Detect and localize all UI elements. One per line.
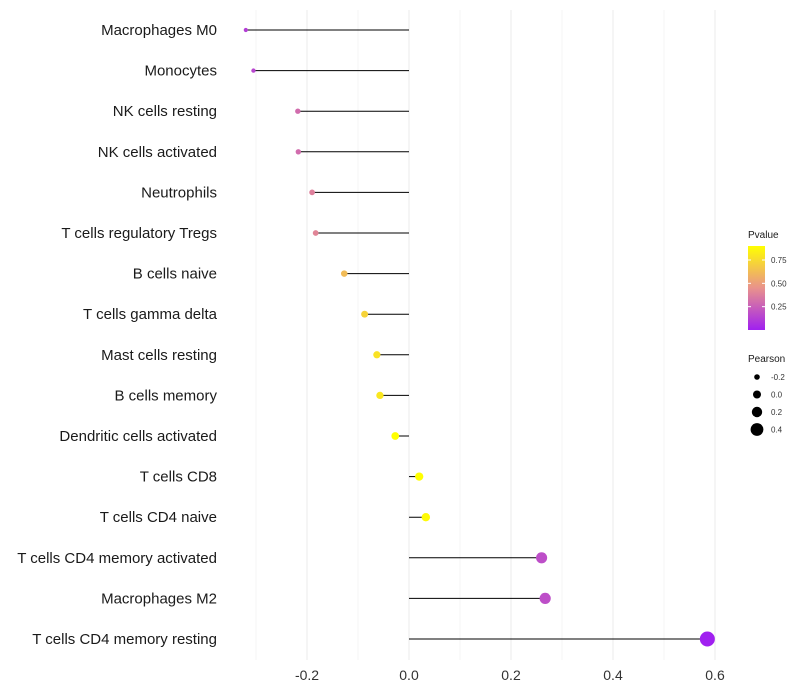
lollipop-point bbox=[312, 230, 319, 236]
size-key-label: 0.4 bbox=[771, 426, 783, 435]
category-label: Macrophages M0 bbox=[101, 22, 217, 39]
size-legend-keys: -0.2 0.0 0.2 0.4 bbox=[750, 373, 785, 436]
lollipop-point bbox=[421, 513, 431, 522]
x-tick-label: 0.6 bbox=[705, 667, 725, 683]
lollipop-point bbox=[243, 27, 248, 33]
x-tick-label: 0.2 bbox=[501, 667, 521, 683]
size-key-point bbox=[750, 423, 764, 436]
category-label: T cells CD4 naive bbox=[100, 509, 217, 526]
lollipop-point bbox=[340, 270, 348, 277]
color-bar bbox=[748, 246, 765, 330]
category-label: B cells memory bbox=[114, 387, 217, 404]
size-key-label: 0.0 bbox=[771, 391, 783, 400]
lollipop-point bbox=[251, 68, 256, 73]
lollipop-point bbox=[295, 108, 301, 114]
grid bbox=[255, 10, 716, 660]
size-legend-title: Pearson bbox=[748, 354, 785, 365]
category-label: T cells CD8 bbox=[140, 469, 217, 486]
x-axis-ticks: -0.2 0.0 0.2 0.4 0.6 bbox=[295, 667, 725, 683]
size-key-label: 0.2 bbox=[771, 408, 783, 417]
color-tick-label: 0.25 bbox=[771, 303, 787, 312]
lollipop-point bbox=[415, 472, 424, 481]
lollipop-point bbox=[536, 552, 548, 564]
category-label: T cells CD4 memory resting bbox=[32, 631, 217, 648]
category-label: NK cells resting bbox=[113, 103, 217, 120]
x-tick-label: 0.0 bbox=[399, 667, 419, 683]
x-tick-label: -0.2 bbox=[295, 667, 319, 683]
lollipop-point bbox=[373, 351, 381, 359]
category-label: Mast cells resting bbox=[101, 347, 217, 364]
size-key-point bbox=[751, 406, 763, 418]
lollipop-point bbox=[309, 189, 315, 196]
lollipop-point bbox=[539, 592, 551, 605]
size-key-label: -0.2 bbox=[771, 373, 785, 382]
lollipop-point bbox=[699, 631, 715, 647]
x-tick-label: 0.4 bbox=[603, 667, 623, 683]
category-label: NK cells activated bbox=[98, 144, 217, 161]
lollipop-point bbox=[391, 432, 400, 440]
category-label: T cells gamma delta bbox=[83, 306, 218, 323]
lollipop-point bbox=[376, 391, 384, 400]
category-label: Neutrophils bbox=[141, 184, 217, 201]
lollipop-points bbox=[243, 27, 715, 647]
color-tick-label: 0.75 bbox=[771, 256, 787, 265]
category-label: Macrophages M2 bbox=[101, 590, 217, 607]
size-key-point bbox=[753, 390, 761, 399]
color-legend-ticks: 0.25 0.50 0.75 bbox=[748, 256, 787, 312]
lollipop-point bbox=[361, 310, 369, 318]
color-legend-title: Pvalue bbox=[748, 230, 779, 241]
size-key-point bbox=[754, 374, 760, 380]
category-label: T cells regulatory Tregs bbox=[61, 225, 217, 242]
legend: Pvalue 0.25 0.50 0.75 Pearson -0.2 0.0 0.2 0.… bbox=[748, 230, 787, 436]
lollipop-stems bbox=[245, 29, 708, 640]
category-label: B cells naive bbox=[133, 266, 217, 283]
y-axis-labels: Macrophages M0 Monocytes NK cells resting N… bbox=[17, 22, 217, 648]
category-label: Dendritic cells activated bbox=[59, 428, 217, 445]
category-label: T cells CD4 memory activated bbox=[17, 550, 217, 567]
color-tick-label: 0.50 bbox=[771, 279, 787, 288]
category-label: Monocytes bbox=[144, 63, 217, 80]
lollipop-point bbox=[295, 149, 302, 155]
